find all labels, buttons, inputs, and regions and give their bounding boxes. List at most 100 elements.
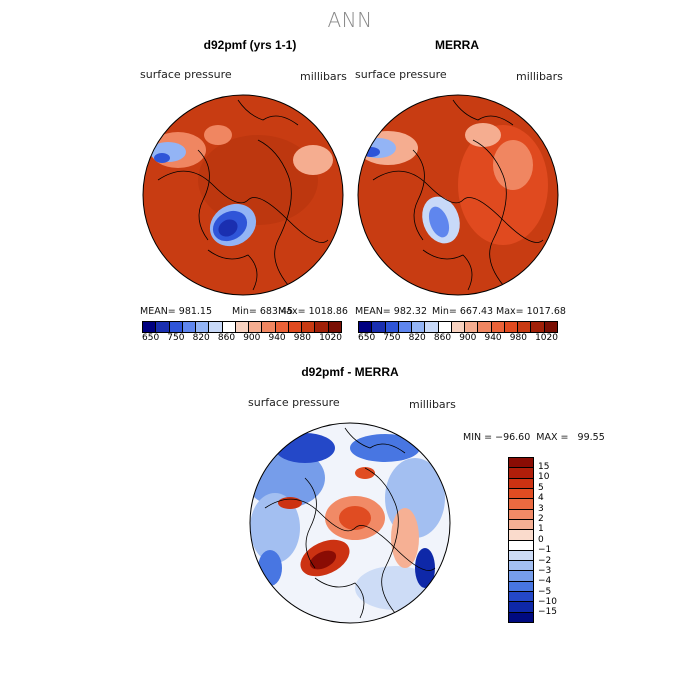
colorbar-swatch [509, 550, 533, 562]
colorbar-swatch [425, 322, 439, 332]
colorbar-tick-label: 940 [484, 333, 502, 343]
left-polar-map [142, 94, 344, 296]
colorbar-tick-label: 900 [459, 333, 477, 343]
colorbar-swatch [209, 322, 223, 332]
colorbar-swatch [509, 561, 533, 572]
colorbar-tick-label: −15 [538, 607, 557, 618]
diff-variable-label: surface pressure [248, 396, 340, 409]
colorbar-swatch [235, 322, 250, 332]
colorbar-swatch [509, 530, 533, 541]
colorbar-swatch [509, 612, 533, 622]
colorbar-tick-label: 1020 [319, 333, 342, 343]
colorbar-swatch [504, 322, 519, 332]
colorbar-swatch [315, 322, 329, 332]
left-variable-label: surface pressure [140, 68, 232, 81]
right-min-value: Min= 667.43 [432, 306, 494, 317]
colorbar-tick-label: 5 [538, 482, 544, 493]
colorbar-swatch [169, 322, 183, 332]
right-variable-label: surface pressure [355, 68, 447, 81]
colorbar-swatch [509, 509, 533, 520]
right-colorbar-swatches [358, 321, 558, 333]
colorbar-swatch [398, 322, 413, 332]
colorbar-swatch [518, 322, 532, 332]
colorbar-tick-label: 2 [538, 513, 544, 524]
colorbar-tick-label: 10 [538, 472, 550, 483]
colorbar-swatch [509, 581, 533, 593]
colorbar-tick-label: 1020 [535, 333, 558, 343]
colorbar-swatch [509, 571, 533, 582]
left-min-value: Min= 683.45 [232, 306, 294, 317]
colorbar-swatch [509, 478, 533, 489]
colorbar-tick-label: 750 [167, 333, 185, 343]
colorbar-swatch [359, 322, 373, 332]
colorbar-swatch [509, 592, 533, 603]
colorbar-tick-label: 650 [358, 333, 376, 343]
colorbar-tick-label: 860 [217, 333, 236, 343]
figure-title: ANN [327, 8, 373, 32]
colorbar-swatch [509, 499, 533, 510]
colorbar-tick-label: −4 [538, 576, 552, 587]
diff-units-label: millibars [409, 398, 456, 411]
colorbar-tick-label: 3 [538, 503, 544, 514]
diff-colorbar [508, 457, 534, 623]
colorbar-tick-label: −3 [538, 565, 552, 576]
right-max-value: Max= 1017.68 [496, 306, 566, 317]
colorbar-swatch [509, 488, 533, 500]
colorbar-tick-label: 820 [408, 333, 426, 343]
colorbar-tick-label: 940 [268, 333, 286, 343]
colorbar-tick-label: −5 [538, 586, 552, 597]
right-colorbar: 650 750 820 860 900 940 980 1020 [358, 321, 558, 343]
colorbar-tick-label: 750 [383, 333, 401, 343]
right-colorbar-labels: 650 750 820 860 900 940 980 1020 [358, 333, 558, 343]
colorbar-swatch [509, 602, 533, 613]
colorbar-tick-label: 860 [433, 333, 452, 343]
colorbar-swatch [491, 322, 505, 332]
left-colorbar: 650 750 820 860 900 940 980 1020 [142, 321, 342, 343]
colorbar-swatch [478, 322, 492, 332]
right-polar-map [357, 94, 559, 296]
right-units-label: millibars [516, 70, 563, 83]
colorbar-tick-label: 0 [538, 534, 544, 545]
colorbar-swatch [262, 322, 276, 332]
colorbar-swatch [288, 322, 303, 332]
colorbar-swatch [412, 322, 426, 332]
colorbar-swatch [438, 322, 452, 332]
right-mean-value: MEAN= 982.32 [355, 306, 428, 317]
diff-panel-title: d92pmf - MERRA [301, 365, 399, 379]
colorbar-swatch [372, 322, 386, 332]
colorbar-tick-label: 1 [538, 524, 544, 535]
colorbar-tick-label: 980 [293, 333, 311, 343]
colorbar-tick-label: −10 [538, 597, 557, 608]
right-panel-title: MERRA [435, 38, 479, 52]
diff-minmax-value: MIN = −96.60 MAX = 99.55 [463, 432, 605, 443]
colorbar-swatch [182, 322, 197, 332]
colorbar-tick-label: 980 [509, 333, 527, 343]
diff-polar-map [249, 422, 451, 624]
colorbar-swatch [156, 322, 170, 332]
colorbar-swatch [509, 458, 533, 469]
left-units-label: millibars [300, 70, 347, 83]
colorbar-tick-label: 4 [538, 493, 544, 504]
colorbar-tick-label: 15 [538, 462, 550, 472]
colorbar-swatch [451, 322, 466, 332]
left-colorbar-swatches [142, 321, 342, 333]
colorbar-swatch [249, 322, 263, 332]
colorbar-swatch [302, 322, 316, 332]
left-mean-value: MEAN= 981.15 [140, 306, 213, 317]
colorbar-swatch [544, 322, 557, 332]
colorbar-tick-label: −2 [538, 555, 552, 566]
colorbar-swatch [509, 519, 533, 531]
colorbar-swatch [222, 322, 236, 332]
left-panel-title: d92pmf (yrs 1-1) [203, 38, 297, 52]
colorbar-tick-label: 900 [243, 333, 261, 343]
colorbar-swatch [509, 540, 533, 551]
left-colorbar-labels: 650 750 820 860 900 940 980 1020 [142, 333, 342, 343]
left-max-value: Max= 1018.86 [278, 306, 348, 317]
colorbar-swatch [143, 322, 157, 332]
colorbar-swatch [385, 322, 399, 332]
colorbar-tick-label: 820 [192, 333, 210, 343]
colorbar-swatch [328, 322, 341, 332]
colorbar-swatch [465, 322, 479, 332]
colorbar-tick-label: −1 [538, 545, 552, 556]
colorbar-swatch [531, 322, 545, 332]
